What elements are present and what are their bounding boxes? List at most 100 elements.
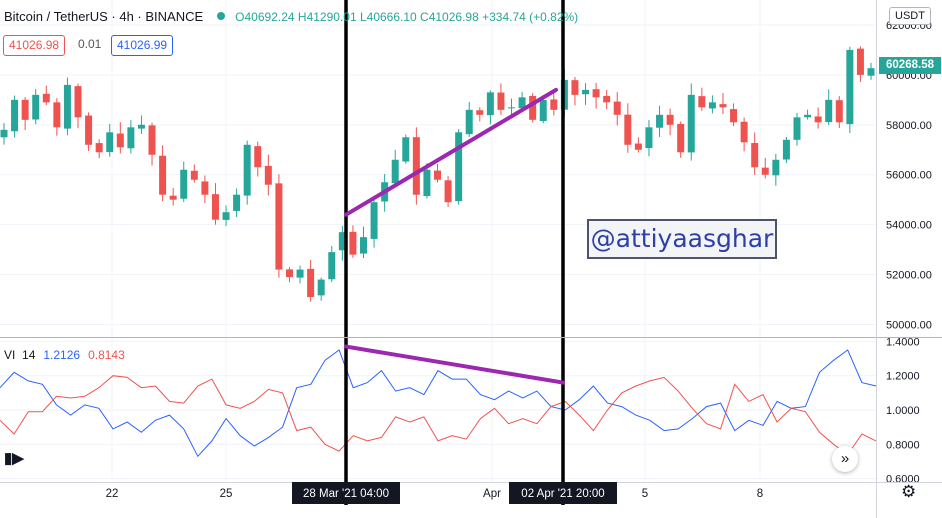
marker-time-badge xyxy=(509,482,617,504)
candle-body xyxy=(613,101,621,115)
candle-body xyxy=(137,124,145,129)
market-status-icon xyxy=(217,12,226,20)
candle-body xyxy=(793,117,801,140)
annotation-layer[interactable] xyxy=(344,0,565,505)
candle-body xyxy=(328,252,336,280)
indicator-legend[interactable]: VI 14 1.2126 0.8143 xyxy=(4,348,125,362)
vi-plus-value: 1.2126 xyxy=(43,348,81,362)
candle-body xyxy=(42,93,50,103)
vi-tick-label: 1.0000 xyxy=(886,405,920,417)
candle-body xyxy=(761,167,769,175)
last-price-label: 60268.58 xyxy=(879,57,941,74)
candle-body xyxy=(159,155,167,195)
candle-body xyxy=(370,202,378,239)
candle-body xyxy=(708,102,716,109)
tradingview-logo-icon[interactable]: ▮▶ xyxy=(4,450,24,467)
candle-body xyxy=(190,170,198,180)
candle-body xyxy=(814,116,822,123)
vi-plus-line xyxy=(0,349,877,458)
indicator-name: VI xyxy=(4,348,16,362)
candle-body xyxy=(539,99,547,121)
candle-body xyxy=(32,94,40,120)
candle-body xyxy=(846,49,854,125)
marker-time-badge xyxy=(292,482,400,504)
candle-body xyxy=(63,84,71,129)
candle-body xyxy=(571,80,579,95)
candle-body xyxy=(740,121,748,143)
candle-body xyxy=(412,137,420,195)
candle-body xyxy=(677,123,685,153)
candle-body xyxy=(550,99,558,110)
vi-trendline[interactable] xyxy=(344,344,565,385)
candle-body xyxy=(11,99,19,132)
candle-body xyxy=(116,133,124,148)
price-tick-label: 50000.00 xyxy=(886,320,932,332)
candle-body xyxy=(825,99,833,123)
candle-body xyxy=(465,109,473,135)
marker-time-label: 02 Apr '21 20:00 xyxy=(521,488,604,500)
candle-body xyxy=(0,129,8,138)
candle-body xyxy=(434,170,441,180)
vi-plus-path xyxy=(0,349,877,458)
price-tick-label: 52000.00 xyxy=(886,270,932,282)
buy-button[interactable]: 41026.99 xyxy=(111,35,174,56)
candle-body xyxy=(53,102,61,128)
price-tick-label: 56000.00 xyxy=(886,170,932,182)
time-tick-label: 25 xyxy=(220,488,233,500)
candle-body xyxy=(423,169,431,197)
author-watermark: @attiyaasghar xyxy=(587,219,777,259)
candle-body xyxy=(127,127,135,149)
candle-body xyxy=(603,95,611,103)
vi-tick-label: 1.4000 xyxy=(886,336,920,348)
candle-body xyxy=(645,127,653,149)
candle-body xyxy=(148,125,156,155)
candle-body xyxy=(296,269,304,278)
spread-value: 0.01 xyxy=(78,37,102,51)
candle-body xyxy=(582,89,590,95)
candle-body xyxy=(338,232,346,251)
candle-body xyxy=(359,237,367,254)
candle-body xyxy=(782,139,790,160)
candle-body xyxy=(856,48,864,75)
candle-body xyxy=(85,115,93,145)
candle-body xyxy=(254,146,262,168)
candle-body xyxy=(804,114,812,118)
candle-body xyxy=(529,95,537,120)
high-value: H41290.01 xyxy=(297,10,357,24)
candle-body xyxy=(444,180,452,203)
candle-body xyxy=(169,195,177,200)
indicator-length: 14 xyxy=(22,348,36,362)
vi-tick-label: 1.2000 xyxy=(886,371,920,383)
candle-body xyxy=(233,194,241,211)
candle-body xyxy=(285,269,293,278)
candle-body xyxy=(518,97,526,109)
symbol-label[interactable]: Bitcoin / TetherUS · 4h · BINANCE xyxy=(4,9,204,24)
candle-body xyxy=(497,92,505,110)
candle-body xyxy=(508,107,516,109)
candle-body xyxy=(349,231,357,255)
candle-body xyxy=(624,114,632,145)
candle-body xyxy=(264,165,272,185)
time-tick-label: Apr xyxy=(483,488,501,500)
ohlc-values: O40692.24 H41290.01 L40666.10 C41026.98 … xyxy=(235,10,578,24)
candle-body xyxy=(275,183,283,270)
currency-selector[interactable]: USDT xyxy=(889,7,931,25)
time-tick-label: 5 xyxy=(642,488,648,500)
candle-body xyxy=(486,92,494,116)
candle-body xyxy=(402,137,410,162)
price-trendline[interactable] xyxy=(344,87,558,217)
candle-body xyxy=(211,194,219,220)
gear-icon[interactable]: ⚙ xyxy=(901,482,917,501)
vi-minus-line xyxy=(0,375,877,456)
price-tick-label: 58000.00 xyxy=(886,120,932,132)
candle-body xyxy=(634,143,642,150)
candle-body xyxy=(867,68,875,76)
scroll-to-realtime-icon[interactable]: » xyxy=(832,446,858,472)
candle-body xyxy=(455,132,463,202)
candle-body xyxy=(74,86,82,118)
candle-body xyxy=(592,89,600,98)
sell-button[interactable]: 41026.98 xyxy=(3,35,66,56)
time-tick-label: 8 xyxy=(757,488,763,500)
